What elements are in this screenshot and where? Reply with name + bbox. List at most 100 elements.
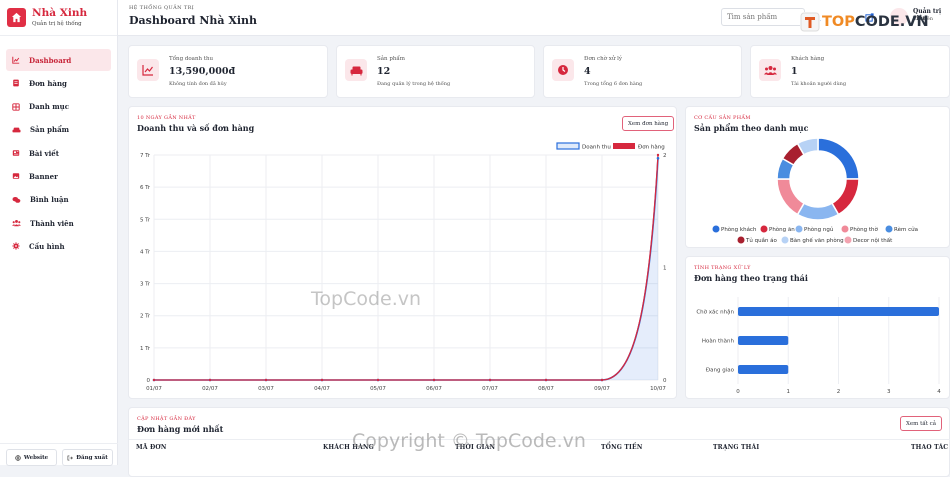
sidebar-item-members[interactable]: Thành viên <box>6 212 111 234</box>
x-tick-label: 2 <box>837 389 841 395</box>
x-tick-label: 10/07 <box>650 386 666 392</box>
topcode-logo-watermark: TOPCODE.VN <box>800 8 929 36</box>
x-tick-label: 01/07 <box>146 386 162 392</box>
x-tick-label: 08/07 <box>538 386 554 392</box>
col-header-time: THỜI GIAN <box>455 444 496 451</box>
legend-swatch-orders <box>613 143 635 149</box>
avatar[interactable] <box>890 8 908 26</box>
legend-label: Tủ quần áo <box>745 236 778 244</box>
logout-button[interactable]: Đăng xuất <box>62 449 113 466</box>
status-bar-chart: 0 1 2 3 4 Chờ xác nhận Hoàn thành Đang giao <box>696 297 941 395</box>
comments-icon <box>12 196 21 203</box>
center-watermark: TopCode.vn <box>311 288 422 310</box>
sidebar-item-dashboard[interactable]: Dashboard <box>6 49 111 71</box>
sidebar-item-categories[interactable]: Danh mục <box>6 96 111 118</box>
legend-label: Rèm cửa <box>894 226 918 233</box>
topcode-logo-suffix: CODE.VN <box>854 14 929 30</box>
sidebar-item-orders[interactable]: Đơn hàng <box>6 72 111 94</box>
y-tick-label: 3 Tr <box>140 282 151 288</box>
revenue-chart-card: 10 NGÀY GẦN NHẤT Doanh thu và số đơn hàn… <box>128 106 677 399</box>
bar <box>738 307 939 316</box>
users-icon <box>12 220 21 227</box>
legend-swatch <box>737 236 745 244</box>
stat-card-customers: Khách hàng 1 Tài khoản người dùng <box>750 45 950 98</box>
view-orders-button[interactable]: Xem đơn hàng <box>622 116 675 131</box>
website-button[interactable]: Website <box>6 449 57 466</box>
brand[interactable]: Nhà Xinh Quản trị hệ thống <box>0 0 117 36</box>
legend-swatch <box>760 225 768 233</box>
sidebar-item-products[interactable]: Sản phẩm <box>6 119 111 141</box>
legend-label-orders: Đơn hàng <box>638 144 665 151</box>
gear-icon <box>12 242 20 250</box>
stat-card-revenue: Tổng doanh thu 13,590,000đ Không tính đơ… <box>128 45 328 98</box>
image-icon <box>12 173 20 180</box>
stat-value: 13,590,000đ <box>169 66 236 77</box>
sidebar-item-label: Dashboard <box>29 55 72 65</box>
col-header-total: TỔNG TIỀN <box>601 444 643 451</box>
stat-card-products: Sản phẩm 12 Đang quản lý trong hệ thống <box>336 45 535 98</box>
stat-note: Không tính đơn đã hủy <box>169 81 227 87</box>
sidebar-item-comments[interactable]: Bình luận <box>6 189 111 211</box>
legend-swatch-revenue <box>556 142 580 150</box>
sidebar-item-banner[interactable]: Banner <box>6 165 111 187</box>
stat-note: Trong tổng 6 đơn hàng <box>584 81 643 87</box>
open-site-button[interactable] <box>860 9 878 26</box>
x-tick-label: 06/07 <box>426 386 442 392</box>
topcode-logo-prefix: TOP <box>822 14 855 30</box>
revenue-line-chart: 0 1 Tr 2 Tr 3 Tr 4 Tr 5 Tr 6 Tr 7 Tr 01/07 02/07 0… <box>140 142 667 392</box>
sidebar-nav: Dashboard Đơn hàng Danh mục Sản phẩm Bài… <box>0 49 117 257</box>
y-tick-label: 2 Tr <box>140 314 151 320</box>
col-header-customer: KHÁCH HÀNG <box>323 444 375 451</box>
point-orders <box>208 378 212 382</box>
stat-label: Tổng doanh thu <box>169 56 214 62</box>
view-all-orders-button[interactable]: Xem tất cả <box>900 416 943 431</box>
sidebar-item-settings[interactable]: Cấu hình <box>6 235 111 257</box>
search-input[interactable] <box>721 8 805 26</box>
home-icon <box>7 8 26 27</box>
stat-card-pending-orders: Đơn chờ xử lý 4 Trong tổng 6 đơn hàng <box>543 45 742 98</box>
x-tick-label: 3 <box>887 389 891 395</box>
sidebar-footer: Website Đăng xuất <box>0 443 118 466</box>
x-tick-label: 05/07 <box>370 386 386 392</box>
pie-slice <box>776 178 806 216</box>
y-tick-label: 4 Tr <box>140 249 151 255</box>
category-chart-card: CƠ CẤU SẢN PHẨM Sản phẩm theo danh mục P… <box>685 106 950 248</box>
stat-value: 4 <box>584 66 591 77</box>
y2-tick-label: 0 <box>663 378 667 384</box>
sidebar-item-label: Đơn hàng <box>29 78 67 88</box>
pie-slice <box>796 202 840 221</box>
col-header-actions: THAO TÁC <box>911 444 949 451</box>
stat-value: 12 <box>377 66 391 77</box>
legend-label: Decor nội thất <box>853 237 893 244</box>
page-title: Dashboard Nhà Xinh <box>129 14 258 27</box>
card-kicker: TÌNH TRẠNG XỬ LÝ <box>694 265 751 271</box>
pie-slice <box>796 137 819 156</box>
x-tick-label: 03/07 <box>258 386 274 392</box>
sidebar-item-posts[interactable]: Bài viết <box>6 142 111 164</box>
grid-icon <box>12 102 20 111</box>
point-orders <box>376 378 380 382</box>
y2-tick-label: 2 <box>663 153 667 159</box>
sidebar-item-label: Danh mục <box>29 102 69 112</box>
legend-label: Bàn ghế văn phòng <box>790 237 844 244</box>
legend-label: Phòng ngủ <box>804 226 833 233</box>
point-orders <box>264 378 268 382</box>
status-chart-card: TÌNH TRẠNG XỬ LÝ Đơn hàng theo trạng thá… <box>685 256 950 399</box>
sidebar-item-label: Sản phẩm <box>30 125 70 135</box>
y-tick-label: 7 Tr <box>140 153 151 159</box>
series-line-orders <box>154 154 659 381</box>
col-header-order-id: MÃ ĐƠN <box>136 444 167 451</box>
point-orders <box>600 378 604 382</box>
stat-note: Tài khoản người dùng <box>791 81 847 87</box>
users-icon <box>759 59 781 81</box>
x-tick-label: 02/07 <box>202 386 218 392</box>
topcode-logo-text: TOPCODE.VN <box>822 14 929 30</box>
legend-label: Phòng khách <box>721 226 757 233</box>
topcode-logo-icon <box>800 12 820 32</box>
x-tick-label: 09/07 <box>594 386 610 392</box>
external-link-icon <box>864 13 874 22</box>
table-divider <box>129 439 950 440</box>
clock-icon <box>552 59 574 81</box>
stat-value: 1 <box>791 66 798 77</box>
stat-label: Đơn chờ xử lý <box>584 56 622 62</box>
